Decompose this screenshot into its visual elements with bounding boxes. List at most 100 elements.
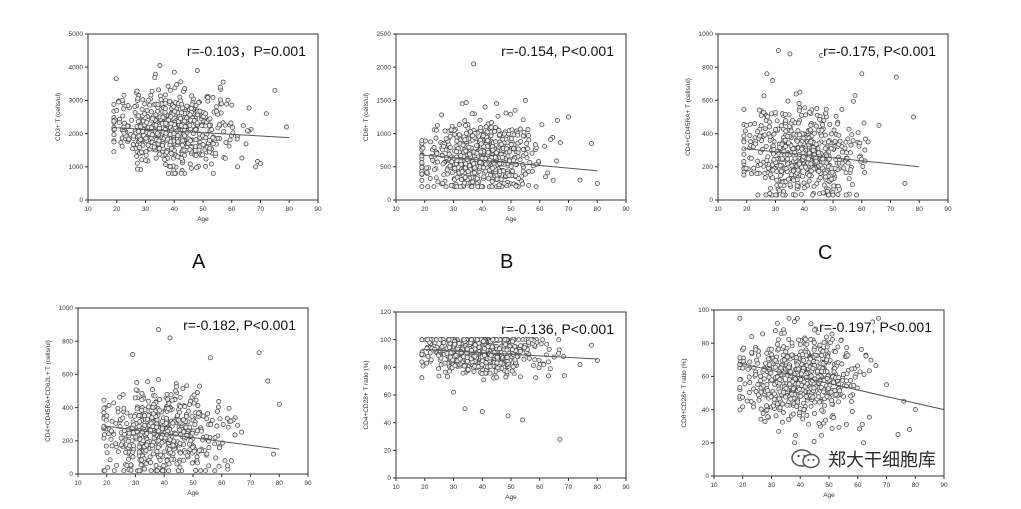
scatter-point <box>848 142 854 148</box>
scatter-point <box>212 435 218 441</box>
scatter-point <box>521 345 527 351</box>
scatter-point <box>828 176 834 182</box>
scatter-point <box>207 355 213 361</box>
scatter-point <box>164 415 169 421</box>
wechat-icon <box>791 449 820 469</box>
scatter-point <box>469 111 475 117</box>
scatter-point <box>481 165 487 171</box>
scatter-point <box>148 460 154 465</box>
scatter-point <box>157 151 163 157</box>
scatter-point <box>862 147 868 153</box>
scatter-point <box>477 117 483 123</box>
scatter-point <box>517 374 523 380</box>
scatter-point <box>129 117 135 123</box>
scatter-point <box>203 135 209 141</box>
scatter-point <box>464 346 470 352</box>
scatter-point <box>831 415 837 421</box>
scatter-point <box>789 352 795 358</box>
scatter-point <box>753 347 759 353</box>
scatter-point <box>117 394 123 400</box>
scatter-point <box>177 427 183 433</box>
scatter-point <box>863 353 869 359</box>
scatter-point <box>210 135 216 141</box>
scatter-point <box>810 394 816 400</box>
scatter-point <box>164 391 170 397</box>
scatter-point <box>463 148 469 154</box>
scatter-point <box>771 157 777 162</box>
scatter-point <box>173 388 178 394</box>
scatter-point <box>794 315 800 321</box>
scatter-point <box>196 147 202 153</box>
scatter-point <box>800 173 805 179</box>
scatter-point <box>545 359 551 365</box>
scatter-point <box>442 369 448 375</box>
scatter-point <box>816 168 822 174</box>
scatter-point <box>554 158 560 164</box>
scatter-point <box>506 173 512 178</box>
scatter-point <box>221 129 227 135</box>
scatter-point <box>529 150 535 156</box>
scatter-point <box>197 447 202 453</box>
scatter-point <box>783 143 788 149</box>
scatter-point <box>796 108 802 114</box>
scatter-point <box>472 342 478 348</box>
scatter-point <box>159 440 165 446</box>
scatter-point <box>798 377 804 383</box>
scatter-chart-b: 10 20 30 40 50 60 70 80 90 0 500 1000 1500 2000 2500 Ag… <box>363 31 630 223</box>
scatter-point <box>209 417 215 423</box>
scatter-point <box>561 373 567 379</box>
scatter-point <box>758 373 764 379</box>
x-tick-label: 30 <box>772 206 780 213</box>
x-tick-label: 20 <box>421 206 429 213</box>
scatter-point <box>212 441 218 447</box>
scatter-point <box>485 138 491 144</box>
scatter-point <box>203 433 209 439</box>
scatter-point <box>146 404 152 410</box>
scatter-point <box>145 142 151 148</box>
scatter-point <box>443 136 449 142</box>
scatter-point <box>156 87 162 93</box>
y-tick-label: 100 <box>380 337 391 344</box>
scatter-point <box>765 356 771 362</box>
regression-line <box>421 154 598 172</box>
scatter-point <box>770 167 776 173</box>
scatter-point <box>435 159 441 165</box>
scatter-point <box>800 416 806 422</box>
scatter-point <box>824 334 829 340</box>
scatter-point <box>283 124 289 130</box>
scatter-point <box>155 444 161 450</box>
scatter-point <box>177 464 183 470</box>
correlation-stat-label: r=-0.175, P<0.001 <box>823 43 936 59</box>
scatter-point <box>140 438 146 444</box>
scatter-point <box>540 337 546 343</box>
x-tick-label: 80 <box>594 484 602 491</box>
scatter-point <box>132 395 138 401</box>
scatter-point <box>177 394 183 400</box>
x-tick-label: 20 <box>739 482 747 489</box>
scatter-point <box>779 419 785 425</box>
x-tick-label: 90 <box>622 206 630 213</box>
scatter-point <box>784 354 790 360</box>
scatter-point <box>800 352 805 358</box>
scatter-point <box>808 168 814 174</box>
scatter-point <box>111 468 117 474</box>
scatter-point <box>816 150 822 156</box>
scatter-point <box>791 177 797 183</box>
scatter-point <box>442 360 448 366</box>
scatter-point <box>811 347 817 353</box>
scatter-point <box>833 392 839 397</box>
scatter-point <box>139 390 145 396</box>
y-tick-label: 0 <box>387 475 391 482</box>
y-tick-label: 1000 <box>699 31 714 38</box>
x-tick-label: 70 <box>565 484 573 491</box>
scatter-point <box>799 146 805 152</box>
scatter-point <box>171 131 177 137</box>
scatter-point <box>767 191 773 196</box>
scatter-point <box>793 433 798 438</box>
scatter-point <box>520 147 526 152</box>
scatter-point <box>516 337 522 343</box>
scatter-point <box>819 53 824 59</box>
scatter-point <box>229 102 235 108</box>
scatter-point <box>764 157 770 163</box>
scatter-point <box>545 170 551 176</box>
